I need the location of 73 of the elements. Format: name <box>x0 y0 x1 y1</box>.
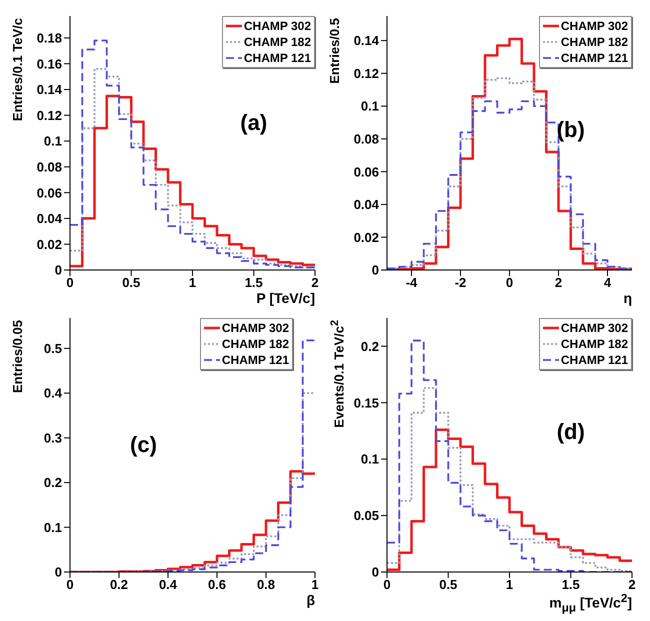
legend-label: CHAMP 302 <box>560 18 628 34</box>
y-tick-label: 0.1 <box>360 452 379 467</box>
y-tick-label: 0.1 <box>44 134 62 149</box>
legend-label: CHAMP 121 <box>560 352 628 368</box>
x-tick-label: 0.8 <box>256 577 276 592</box>
x-tick-label: 1.5 <box>244 275 263 290</box>
y-tick-label: 0 <box>372 564 379 580</box>
y-tick-label: 0.05 <box>354 508 379 524</box>
y-tick-label: 0.14 <box>36 82 63 98</box>
y-tick-label: 0.14 <box>354 33 380 48</box>
x-tick-label: 0 <box>506 275 514 290</box>
y-tick-label: 0.3 <box>44 430 62 446</box>
x-tick-label: 1 <box>311 577 319 592</box>
y-tick-label: 0.02 <box>36 236 62 252</box>
x-tick-label: 0.2 <box>110 577 128 592</box>
x-tick-label: 0 <box>66 577 74 592</box>
legend-label: CHAMP 121 <box>222 352 289 368</box>
x-tick-label: 1 <box>506 577 514 592</box>
x-tick-label: 0.4 <box>158 577 178 592</box>
x-tick-label: -2 <box>454 275 466 290</box>
legend-label: CHAMP 182 <box>222 336 289 352</box>
legend-label: CHAMP 182 <box>560 34 628 50</box>
y-tick-label: 0.15 <box>354 395 379 410</box>
x-tick-label: 2 <box>554 275 562 290</box>
y-tick-label: 0 <box>54 564 62 580</box>
legend-label: CHAMP 302 <box>222 320 289 336</box>
legend-label: CHAMP 182 <box>244 34 311 50</box>
x-tick-label: 0 <box>383 577 391 592</box>
y-tick-label: 0.06 <box>354 164 379 180</box>
annotation: (b) <box>556 117 585 144</box>
x-tick-label: 1.5 <box>562 577 580 592</box>
y-tick-label: 0.12 <box>36 108 62 123</box>
x-tick-label: 2 <box>311 275 319 290</box>
x-tick-label: 1 <box>188 275 196 290</box>
annotation: (a) <box>240 110 268 136</box>
legend-label: CHAMP 302 <box>244 18 311 34</box>
annotation: (d) <box>556 419 585 446</box>
x-tick-label: 0.6 <box>208 577 226 592</box>
y-tick-label: 0.1 <box>360 98 379 114</box>
y-axis-title: Entries/0.05 <box>10 320 26 393</box>
y-tick-label: 0.02 <box>354 230 379 245</box>
y-tick-label: 0.06 <box>36 185 62 200</box>
legend-label: CHAMP 121 <box>560 50 628 66</box>
x-axis-title: P [TeV/c] <box>256 290 315 306</box>
x-tick-label: 4 <box>604 275 612 290</box>
legend-label: CHAMP 121 <box>244 50 311 66</box>
y-tick-label: 0.16 <box>36 56 62 72</box>
y-tick-label: 0.2 <box>44 475 62 490</box>
x-axis-title: m$_{μμ}$ [TeV/c$^{2}$] <box>549 592 632 614</box>
x-tick-label: 2 <box>628 577 636 592</box>
y-tick-label: 0.12 <box>354 66 379 81</box>
x-tick-label: 0.5 <box>439 577 458 592</box>
legend-label: CHAMP 182 <box>560 336 628 352</box>
y-tick-label: 0 <box>372 262 379 278</box>
y-tick-label: 0 <box>54 262 62 278</box>
annotation: (c) <box>130 432 157 458</box>
x-axis-title: β <box>306 592 315 608</box>
y-tick-label: 0.04 <box>36 211 63 226</box>
x-tick-label: 0.5 <box>122 275 140 290</box>
y-tick-label: 0.4 <box>44 386 63 401</box>
y-tick-label: 0.5 <box>44 341 62 356</box>
y-axis-title: Entries/0.1 TeV/c <box>10 18 26 122</box>
y-tick-label: 0.08 <box>354 132 379 147</box>
x-tick-label: -4 <box>406 275 418 290</box>
y-tick-label: 0.08 <box>36 159 62 174</box>
y-axis-title: Entries/0.5 <box>327 18 343 84</box>
y-tick-label: 0.04 <box>354 197 380 212</box>
x-tick-label: 0 <box>66 275 74 290</box>
y-tick-label: 0.18 <box>36 30 62 46</box>
legend-label: CHAMP 302 <box>560 320 628 336</box>
x-axis-title: η <box>623 290 632 306</box>
y-tick-label: 0.1 <box>44 520 62 535</box>
y-tick-label: 0.2 <box>360 338 379 354</box>
